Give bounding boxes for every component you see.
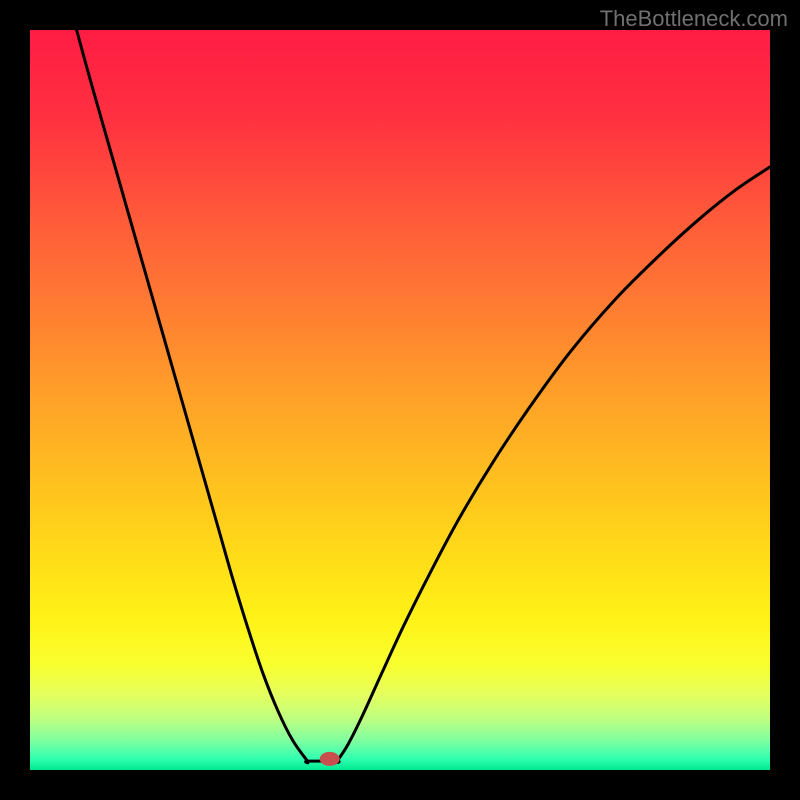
watermark-text: TheBottleneck.com — [600, 6, 788, 32]
chart-svg — [30, 30, 770, 770]
bottleneck-chart — [30, 30, 770, 770]
